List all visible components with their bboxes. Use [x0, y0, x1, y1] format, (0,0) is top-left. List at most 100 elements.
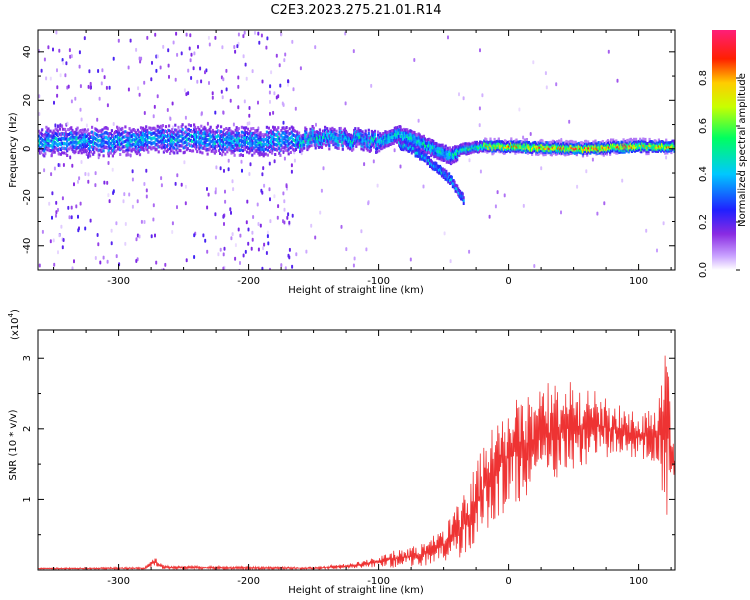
spectrogram-ridge-cell [673, 149, 675, 153]
spectrogram-ridge-cell [626, 138, 629, 142]
spectrogram-noise-cell [168, 74, 170, 79]
spectrogram-branch-cell [462, 199, 465, 203]
spectrogram-ridge-cell [230, 151, 233, 155]
spectrogram-noise-cell [57, 207, 59, 212]
spectrogram-ridge-cell [352, 147, 355, 151]
spectrogram-noise-cell [258, 40, 261, 45]
spectrogram-branch-cell [442, 176, 445, 179]
spectrogram-noise-cell [223, 246, 226, 251]
spectrogram-ridge-cell [326, 127, 329, 131]
colorbar-gradient [712, 30, 736, 270]
spectrogram-noise-cell [399, 164, 402, 169]
spectrogram-noise-cell [241, 168, 243, 173]
spectrogram-ridge-cell [585, 139, 588, 143]
spectrogram-ridge-cell [204, 127, 207, 131]
spectrogram-noise-cell [443, 231, 446, 236]
spectrogram-ridge-cell [70, 140, 73, 144]
spectrogram-noise-cell [242, 253, 245, 258]
spectrogram-noise-cell [197, 44, 199, 49]
spectrogram-ridge-cell [106, 141, 109, 145]
spectrogram-noise-cell [61, 245, 64, 250]
spectrogram-ridge-cell [146, 138, 149, 142]
spectrogram-ridge-cell [541, 139, 544, 143]
spectrogram-noise-cell [532, 60, 535, 65]
spectrogram-ridge-cell [670, 151, 673, 155]
spectrogram-ridge-cell [203, 135, 206, 139]
spectrogram-ridge-cell [54, 137, 57, 140]
spectrogram-ridge-cell [127, 143, 130, 147]
spectrogram-ridge-cell [180, 130, 183, 134]
spectrogram-ridge-cell [116, 125, 119, 129]
spectrogram-ridge-cell [91, 145, 94, 149]
spectrogram-noise-cell [372, 159, 375, 164]
spectrogram-noise-cell [67, 205, 70, 210]
spectrogram-noise-cell [207, 192, 210, 197]
spectrogram-ridge-cell [490, 140, 493, 144]
spectrogram-noise-cell [75, 204, 78, 209]
spectrogram-ridge-cell [600, 152, 603, 156]
spectrogram-ridge-cell [195, 142, 198, 146]
spectrogram-noise-cell [227, 167, 230, 172]
spectrogram-ridge-cell [294, 148, 298, 151]
spectrogram-ridge-cell [217, 139, 221, 143]
spectrogram-noise-cell [189, 33, 192, 38]
spectrogram-ridge-cell [548, 147, 551, 151]
spectrogram-ridge-cell [102, 154, 105, 158]
spectrogram-noise-cell [87, 172, 90, 177]
x-tick-label: -200 [237, 276, 260, 287]
x-tick-label: -200 [237, 576, 260, 587]
spectrogram-ridge-cell [587, 150, 590, 154]
spectrogram-noise-cell [151, 60, 153, 65]
spectrogram-noise-cell [124, 241, 127, 246]
spectrogram-ridge-cell [133, 129, 136, 133]
spectrogram-ridge-cell [236, 129, 239, 133]
spectrogram-noise-cell [458, 92, 460, 97]
spectrogram-noise-cell [233, 45, 236, 49]
spectrogram-ridge-cell [212, 135, 215, 139]
spectrogram-noise-cell [200, 79, 203, 84]
spectrogram-noise-cell [136, 199, 139, 204]
spectrogram-noise-cell [199, 66, 202, 71]
spectrogram-ridge-cell [600, 148, 603, 152]
spectrogram-noise-cell [282, 191, 285, 196]
spectrogram-noise-cell [248, 106, 251, 110]
spectrogram-ridge-cell [439, 143, 442, 147]
spectrogram-ridge-cell [558, 139, 561, 143]
spectrogram-noise-cell [621, 178, 624, 183]
spectrogram-ridge-cell [524, 150, 527, 154]
spectrogram-ridge-cell [447, 160, 450, 164]
spectrogram-noise-cell [190, 52, 193, 57]
spectrogram-ridge-cell [369, 145, 372, 149]
spectrogram-ridge-cell [169, 147, 172, 151]
spectrogram-ridge-cell [44, 152, 47, 156]
spectrogram-ridge-cell [252, 136, 255, 140]
spectrogram-ridge-cell [311, 125, 314, 128]
spectrogram-ridge-cell [243, 128, 247, 132]
spectrogram-ridge-cell [118, 141, 121, 145]
spectrogram-noise-cell [145, 168, 148, 173]
spectrogram-ridge-cell [200, 129, 203, 133]
spectrogram-ridge-cell [206, 152, 209, 156]
spectrogram-ridge-cell [587, 140, 590, 144]
spectrogram-ridge-cell [52, 148, 55, 152]
spectrogram-ridge-cell [245, 126, 248, 130]
spectrogram-noise-cell [56, 85, 59, 90]
spectrogram-noise-cell [62, 163, 65, 167]
spectrogram-ridge-cell [162, 145, 165, 149]
spectrogram-ridge-cell [162, 150, 165, 154]
spectrogram-ridge-cell [523, 138, 526, 142]
spectrogram-ridge-cell [80, 146, 83, 150]
spectrogram-ridge-cell [229, 134, 232, 138]
spectrogram-noise-cell [540, 166, 543, 171]
spectrogram-ridge-cell [644, 139, 647, 143]
spectrogram-noise-cell [288, 247, 291, 252]
spectrogram-ridge-cell [328, 147, 331, 151]
spectrogram-noise-cell [227, 158, 230, 163]
spectrogram-ridge-cell [362, 148, 365, 152]
spectrogram-noise-cell [145, 194, 148, 199]
spectrogram-ridge-cell [261, 142, 264, 146]
spectrogram-ridge-cell [587, 148, 590, 152]
y-tick-label: 1 [22, 496, 33, 502]
spectrogram-ridge-cell [66, 144, 69, 148]
spectrogram-ridge-cell [44, 132, 47, 136]
